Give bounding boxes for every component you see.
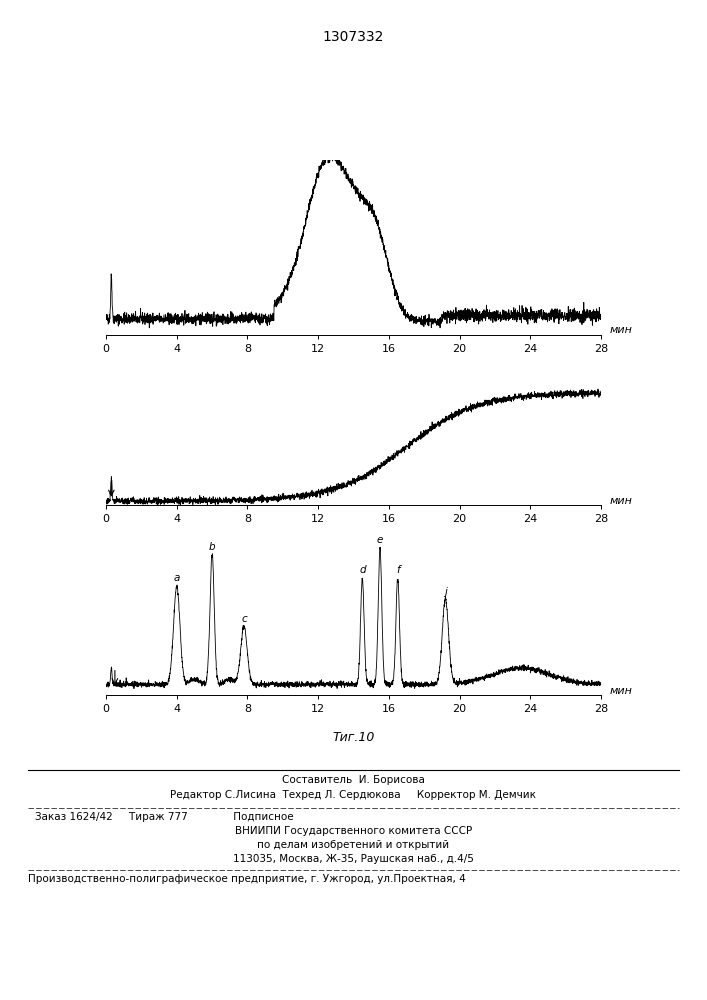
Text: мин: мин [609, 686, 633, 696]
Text: Τиг.9: Τиг.9 [337, 547, 370, 560]
Text: мин: мин [609, 496, 633, 506]
Text: Редактор С.Лисина  Техред Л. Сердюкова     Корректор М. Демчик: Редактор С.Лисина Техред Л. Сердюкова Ко… [170, 790, 537, 800]
Text: f: f [396, 565, 399, 575]
Text: d: d [359, 565, 366, 575]
Text: e: e [377, 535, 383, 545]
Text: j: j [444, 587, 447, 597]
Text: по делам изобретений и открытий: по делам изобретений и открытий [257, 840, 450, 850]
Text: Производственно-полиграфическое предприятие, г. Ужгород, ул.Проектная, 4: Производственно-полиграфическое предприя… [28, 874, 466, 884]
Text: Τиг.8: Τиг.8 [337, 384, 370, 397]
Text: ВНИИПИ Государственного комитета СССР: ВНИИПИ Государственного комитета СССР [235, 826, 472, 836]
Text: c: c [241, 614, 247, 624]
Text: a: a [173, 573, 180, 583]
Text: Заказ 1624/42     Тираж 777              Подписное: Заказ 1624/42 Тираж 777 Подписное [35, 812, 294, 822]
Text: 113035, Москва, Ж-35, Раушская наб., д.4/5: 113035, Москва, Ж-35, Раушская наб., д.4… [233, 854, 474, 864]
Text: мин: мин [609, 325, 633, 335]
Text: b: b [209, 542, 216, 552]
Text: Составитель  И. Борисова: Составитель И. Борисова [282, 775, 425, 785]
Text: 1307332: 1307332 [323, 30, 384, 44]
Text: Τиг.10: Τиг.10 [332, 731, 375, 744]
